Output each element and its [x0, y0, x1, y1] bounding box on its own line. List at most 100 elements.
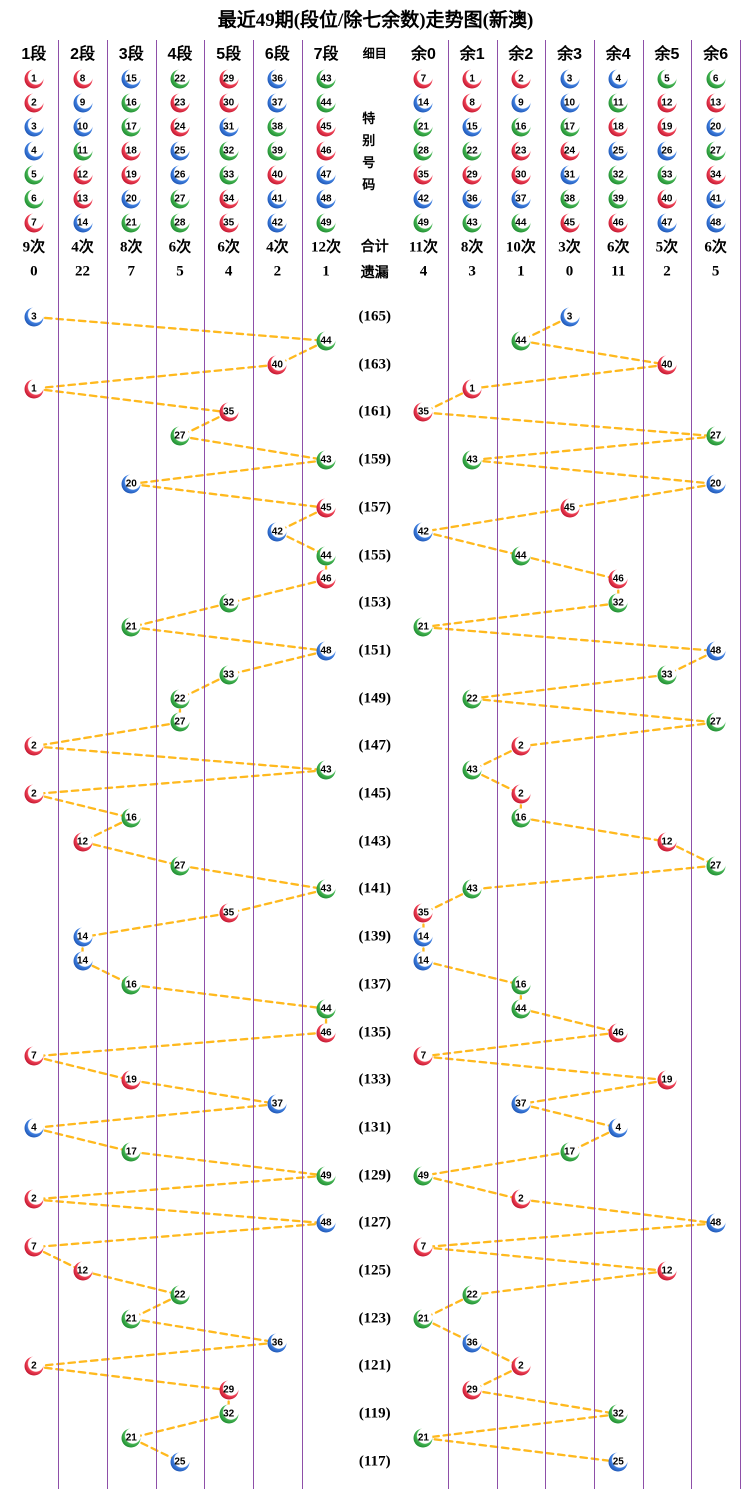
trend-ball-segment: 22 — [170, 689, 190, 709]
period-label: (159) — [358, 451, 392, 468]
grid-ball: 20 — [121, 189, 141, 209]
trend-ball-remainder: 42 — [413, 522, 433, 542]
trend-ball-segment: 35 — [219, 402, 239, 422]
grid-ball: 32 — [608, 165, 628, 185]
count-cell: 6次 — [606, 239, 630, 256]
trend-ball-remainder: 3 — [560, 307, 580, 327]
trend-ball-segment: 35 — [219, 903, 239, 923]
grid-ball: 18 — [121, 141, 141, 161]
grid-ball: 19 — [657, 117, 677, 137]
connector-segment — [32, 1365, 230, 1392]
grid-ball: 36 — [267, 69, 287, 89]
grid-ball: 19 — [121, 165, 141, 185]
grid-ball: 13 — [73, 189, 93, 209]
trend-ball-segment: 3 — [24, 307, 44, 327]
grid-ball: 48 — [706, 213, 726, 233]
grid-ball: 1 — [462, 69, 482, 89]
trend-ball-remainder: 32 — [608, 1404, 628, 1424]
trend-ball-segment: 27 — [170, 712, 190, 732]
trend-ball-remainder: 25 — [608, 1452, 628, 1472]
connector-segment — [422, 1222, 717, 1249]
grid-ball: 29 — [462, 165, 482, 185]
grid-ball: 5 — [24, 165, 44, 185]
connector-segment — [470, 673, 669, 700]
trend-ball-segment: 2 — [24, 736, 44, 756]
period-label: (155) — [358, 547, 392, 563]
connector-segment — [32, 745, 328, 772]
missing-cell: 11 — [611, 263, 626, 280]
grid-ball: 7 — [24, 213, 44, 233]
period-label: (131) — [358, 1119, 392, 1136]
grid-ball: 21 — [121, 213, 141, 233]
column-header-remainder: 余6 — [703, 46, 729, 63]
trend-ball-remainder: 45 — [560, 498, 580, 518]
trend-ball-remainder: 43 — [462, 450, 482, 470]
trend-ball-segment: 48 — [316, 1213, 336, 1233]
grid-ball: 21 — [413, 117, 433, 137]
trend-ball-remainder: 19 — [657, 1070, 677, 1090]
grid-ball: 31 — [560, 165, 580, 185]
grid-ball: 17 — [560, 117, 580, 137]
trend-ball-segment: 7 — [24, 1046, 44, 1066]
grid-ball: 11 — [73, 141, 93, 161]
connector-segment — [130, 1412, 230, 1440]
trend-ball-remainder: 1 — [462, 379, 482, 399]
column-header-segment: 1段 — [21, 46, 47, 63]
count-cell: 4次 — [266, 239, 289, 256]
grid-ball: 40 — [267, 165, 287, 185]
period-label: (127) — [358, 1214, 392, 1231]
connector-segment — [227, 649, 328, 676]
trend-ball-remainder: 21 — [413, 617, 433, 637]
grid-ball: 6 — [24, 189, 44, 209]
trend-ball-remainder: 12 — [657, 832, 677, 852]
trend-ball-segment: 48 — [316, 641, 336, 661]
missing-cell: 2 — [273, 263, 282, 280]
grid-ball: 9 — [511, 93, 531, 113]
period-label: (139) — [358, 928, 392, 945]
grid-ball: 27 — [170, 189, 190, 209]
connector-segment — [422, 1031, 620, 1058]
trend-ball-segment: 2 — [24, 1189, 44, 1209]
trend-ball-segment: 32 — [219, 593, 239, 613]
trend-ball-segment: 1 — [24, 379, 44, 399]
connector-segment — [32, 1055, 133, 1082]
grid-ball: 16 — [121, 93, 141, 113]
connector-segment — [130, 983, 328, 1010]
grid-ball: 20 — [706, 117, 726, 137]
trend-ball-segment: 4 — [24, 1118, 44, 1138]
missing-cell: 1 — [517, 263, 525, 280]
connector-segment — [422, 411, 717, 438]
grid-ball: 26 — [657, 141, 677, 161]
grid-ball: 39 — [608, 189, 628, 209]
trend-ball-remainder: 27 — [706, 856, 726, 876]
trend-ball-remainder: 27 — [706, 712, 726, 732]
period-label: (163) — [358, 356, 392, 373]
grid-ball: 11 — [608, 93, 628, 113]
period-label: (145) — [358, 785, 392, 802]
grid-ball: 2 — [24, 93, 44, 113]
trend-ball-segment: 21 — [121, 1428, 141, 1448]
trend-ball-segment: 2 — [24, 784, 44, 804]
missing-cell: 0 — [30, 263, 38, 280]
trend-ball-remainder: 32 — [608, 593, 628, 613]
grid-ball: 4 — [24, 141, 44, 161]
period-label: (125) — [358, 1262, 392, 1279]
grid-ball: 46 — [316, 141, 336, 161]
connector-segment — [130, 1150, 328, 1177]
grid-ball: 25 — [170, 141, 190, 161]
connector-segment — [32, 1198, 328, 1225]
missing-cell: 7 — [127, 263, 136, 280]
period-label: (129) — [358, 1167, 392, 1184]
period-label: (147) — [358, 737, 392, 754]
grid-ball: 40 — [657, 189, 677, 209]
grid-ball: 28 — [413, 141, 433, 161]
count-cell: 12次 — [311, 239, 342, 256]
connector-segment — [32, 1031, 328, 1058]
grid-ball: 28 — [170, 213, 190, 233]
connector-segment — [519, 721, 717, 748]
grid-ball: 31 — [219, 117, 239, 137]
trend-ball-remainder: 21 — [413, 1428, 433, 1448]
trend-ball-remainder: 2 — [511, 784, 531, 804]
column-divider — [253, 40, 254, 1489]
